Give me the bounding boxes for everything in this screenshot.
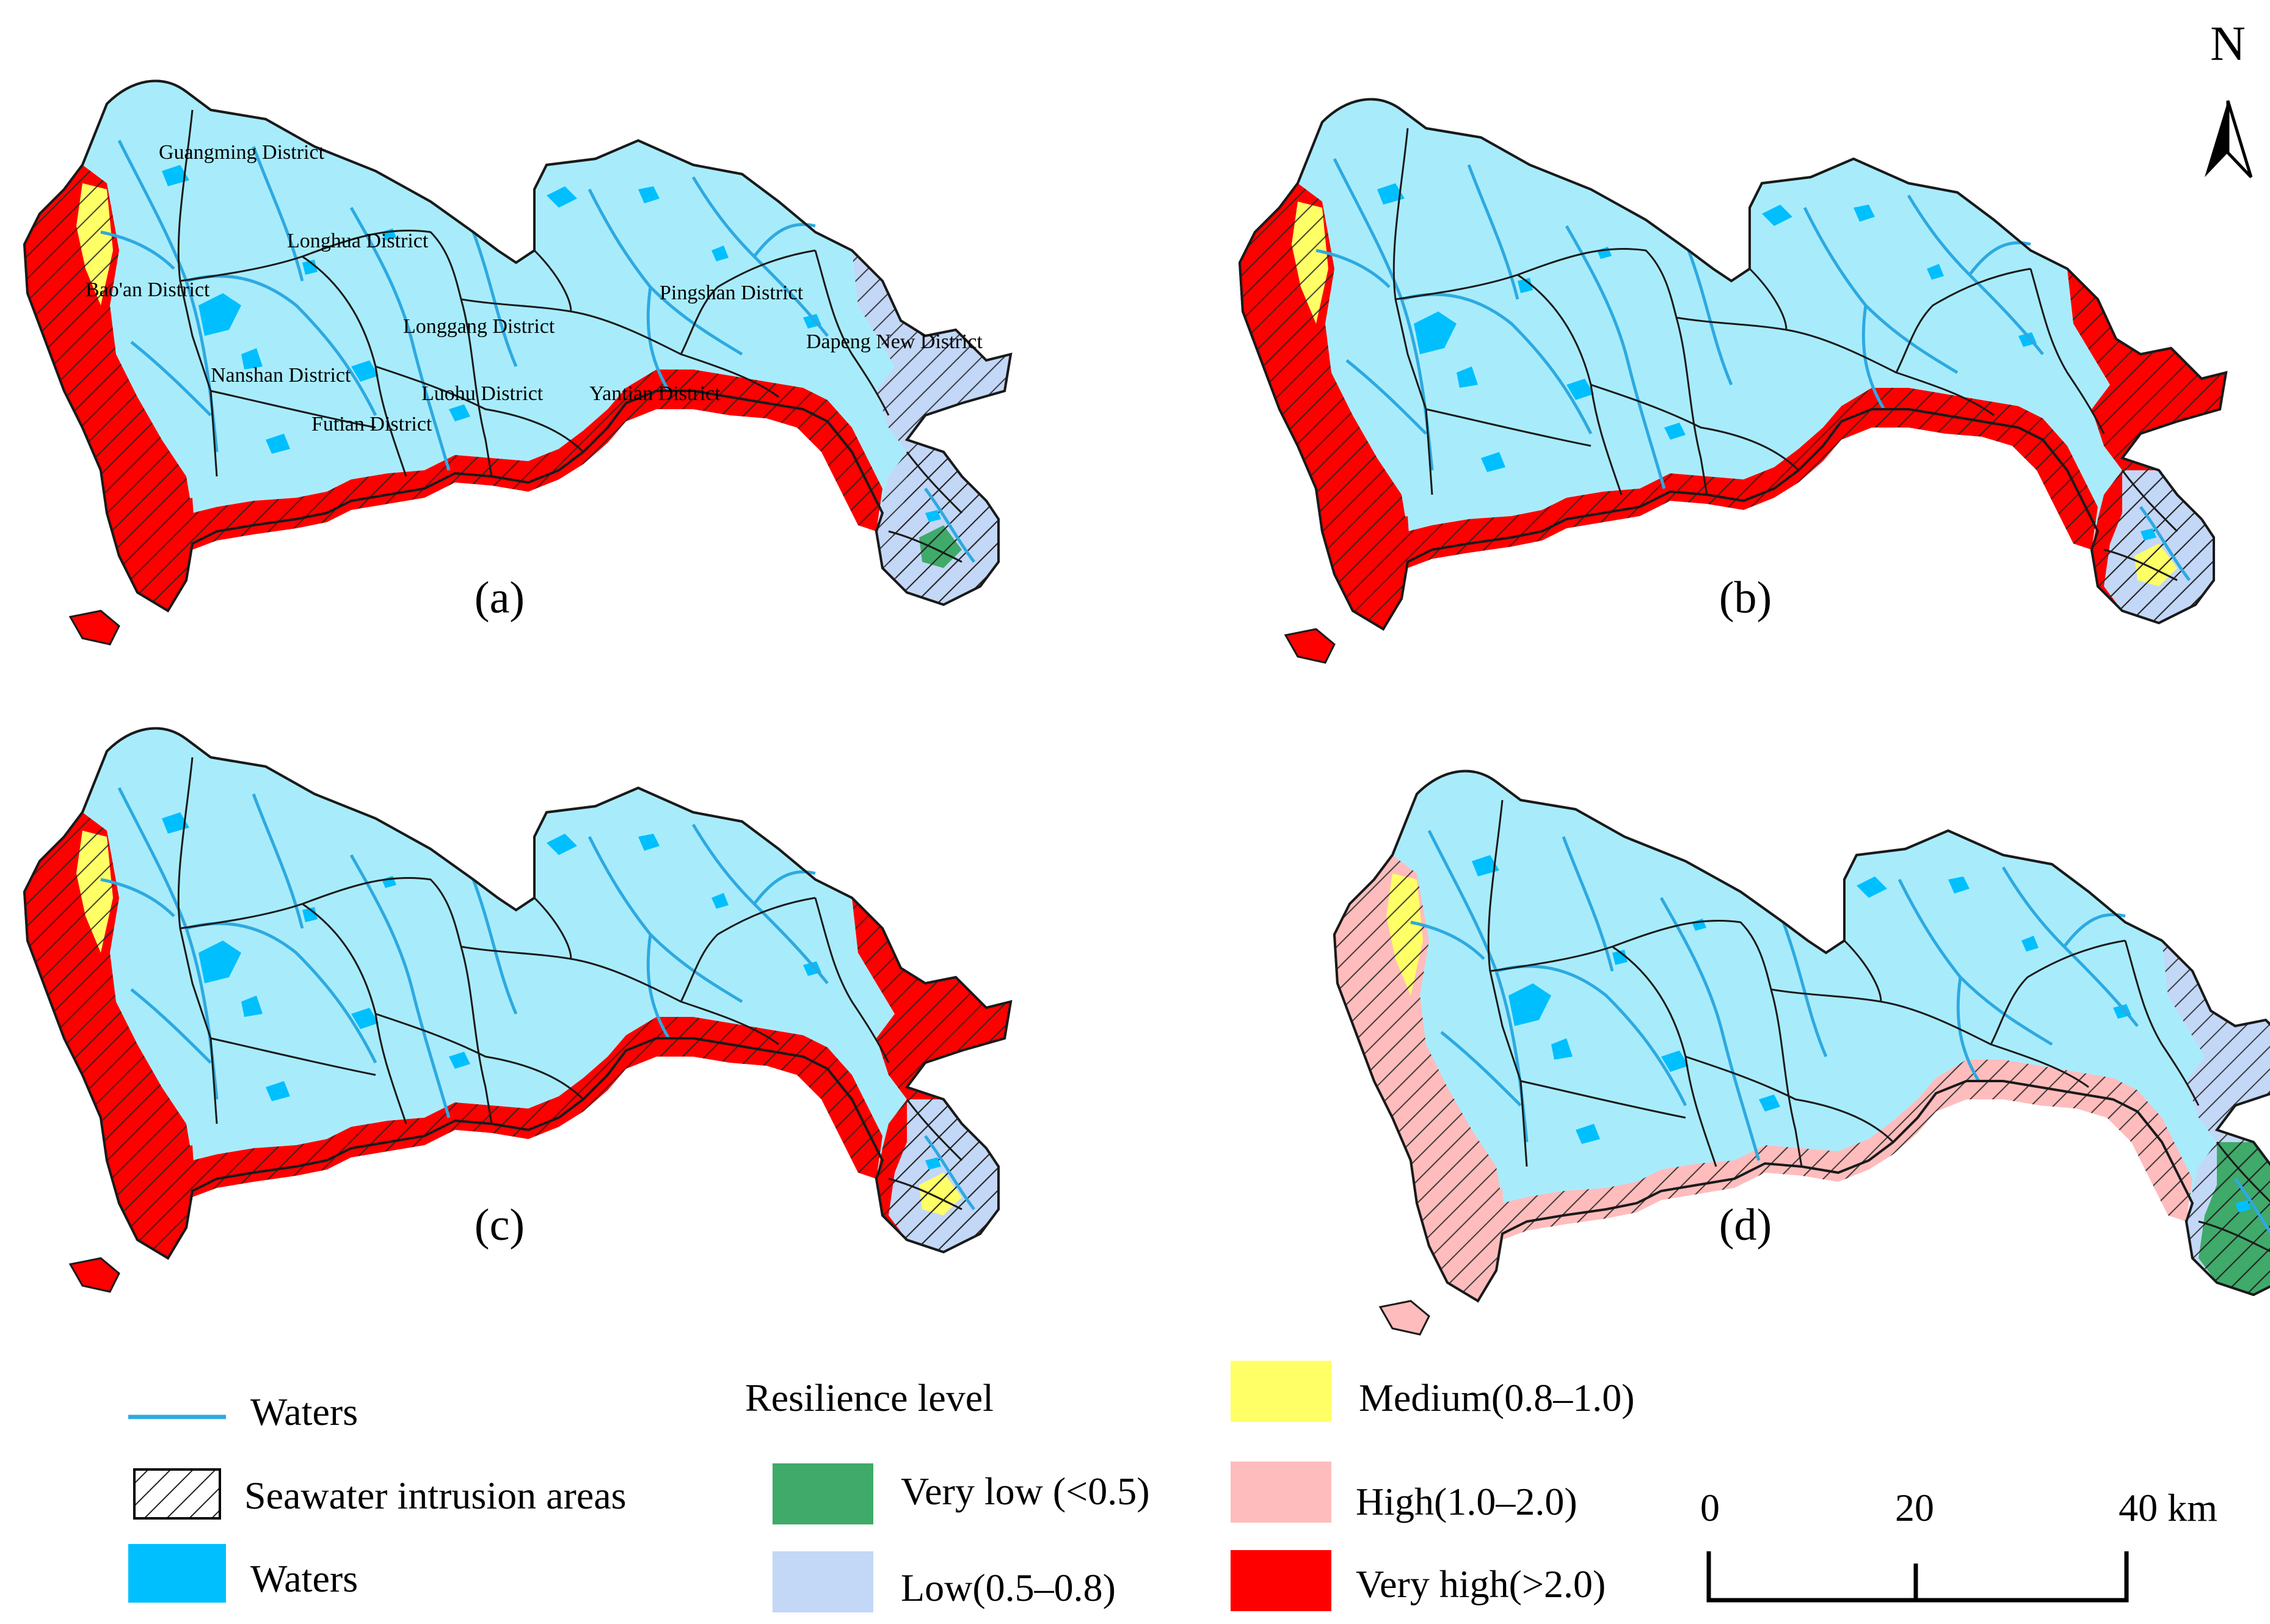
district-labels: Guangming District Longhua District Bao'… (85, 141, 983, 435)
scale-bar: 0 20 40 km (1700, 1486, 2217, 1603)
district-label-dapeng: Dapeng New District (806, 330, 983, 353)
district-label-nanshan: Nanshan District (211, 364, 351, 387)
district-label-guangming: Guangming District (159, 141, 325, 164)
island (1284, 628, 1336, 664)
panel-label-b: (b) (1719, 573, 1772, 623)
panel-label-d: (d) (1719, 1200, 1772, 1250)
island (69, 1257, 120, 1293)
legend-very-high-swatch (1231, 1550, 1331, 1611)
district-label-pingshan: Pingshan District (660, 282, 804, 304)
north-arrow: N (2205, 17, 2253, 178)
island (1379, 1300, 1430, 1336)
legend-high-swatch (1231, 1462, 1331, 1523)
scale-tick-40: 40 km (2119, 1486, 2217, 1529)
legend-medium-label: Medium(0.8–1.0) (1359, 1376, 1635, 1419)
legend-very-high-label: Very high(>2.0) (1356, 1562, 1606, 1606)
legend-low-label: Low(0.5–0.8) (901, 1566, 1116, 1609)
scale-bar-line (1706, 1551, 2129, 1603)
legend-resilience-title: Resilience level (745, 1376, 994, 1419)
panel-label-a: (a) (475, 573, 525, 623)
legend-intrusion-label: Seawater intrusion areas (244, 1474, 627, 1517)
legend-low-swatch (773, 1551, 873, 1612)
district-label-baoan: Bao'an District (85, 279, 210, 301)
map-panel-c (23, 727, 1012, 1293)
legend-waters-line-label: Waters (250, 1390, 358, 1433)
north-arrow-icon (2205, 101, 2228, 177)
legend-intrusion-swatch (133, 1468, 221, 1520)
panel-label-c: (c) (475, 1200, 525, 1250)
legend-waters-fill-label: Waters (250, 1557, 358, 1600)
legend-medium-swatch (1231, 1361, 1331, 1422)
legend-waters-fill-swatch (128, 1544, 226, 1603)
district-label-longgang: Longgang District (403, 315, 555, 338)
map-panel-d (1333, 770, 2270, 1336)
district-label-yantian: Yantian District (589, 382, 721, 405)
legend-high-label: High(1.0–2.0) (1356, 1480, 1577, 1523)
island (69, 610, 120, 646)
district-label-luohu: Luohu District (421, 382, 544, 405)
legend: Waters Seawater intrusion areas Waters R… (128, 1361, 1635, 1612)
scale-tick-20: 20 (1895, 1486, 1934, 1529)
north-label: N (2210, 17, 2246, 71)
map-panel-a (23, 79, 1012, 646)
scale-tick-0: 0 (1700, 1486, 1720, 1529)
map-panel-b (1239, 98, 2227, 664)
legend-very-low-swatch (773, 1463, 873, 1524)
legend-very-low-label: Very low (<0.5) (901, 1469, 1150, 1513)
district-label-longhua: Longhua District (287, 230, 429, 252)
district-label-futian: Futian District (311, 413, 432, 435)
